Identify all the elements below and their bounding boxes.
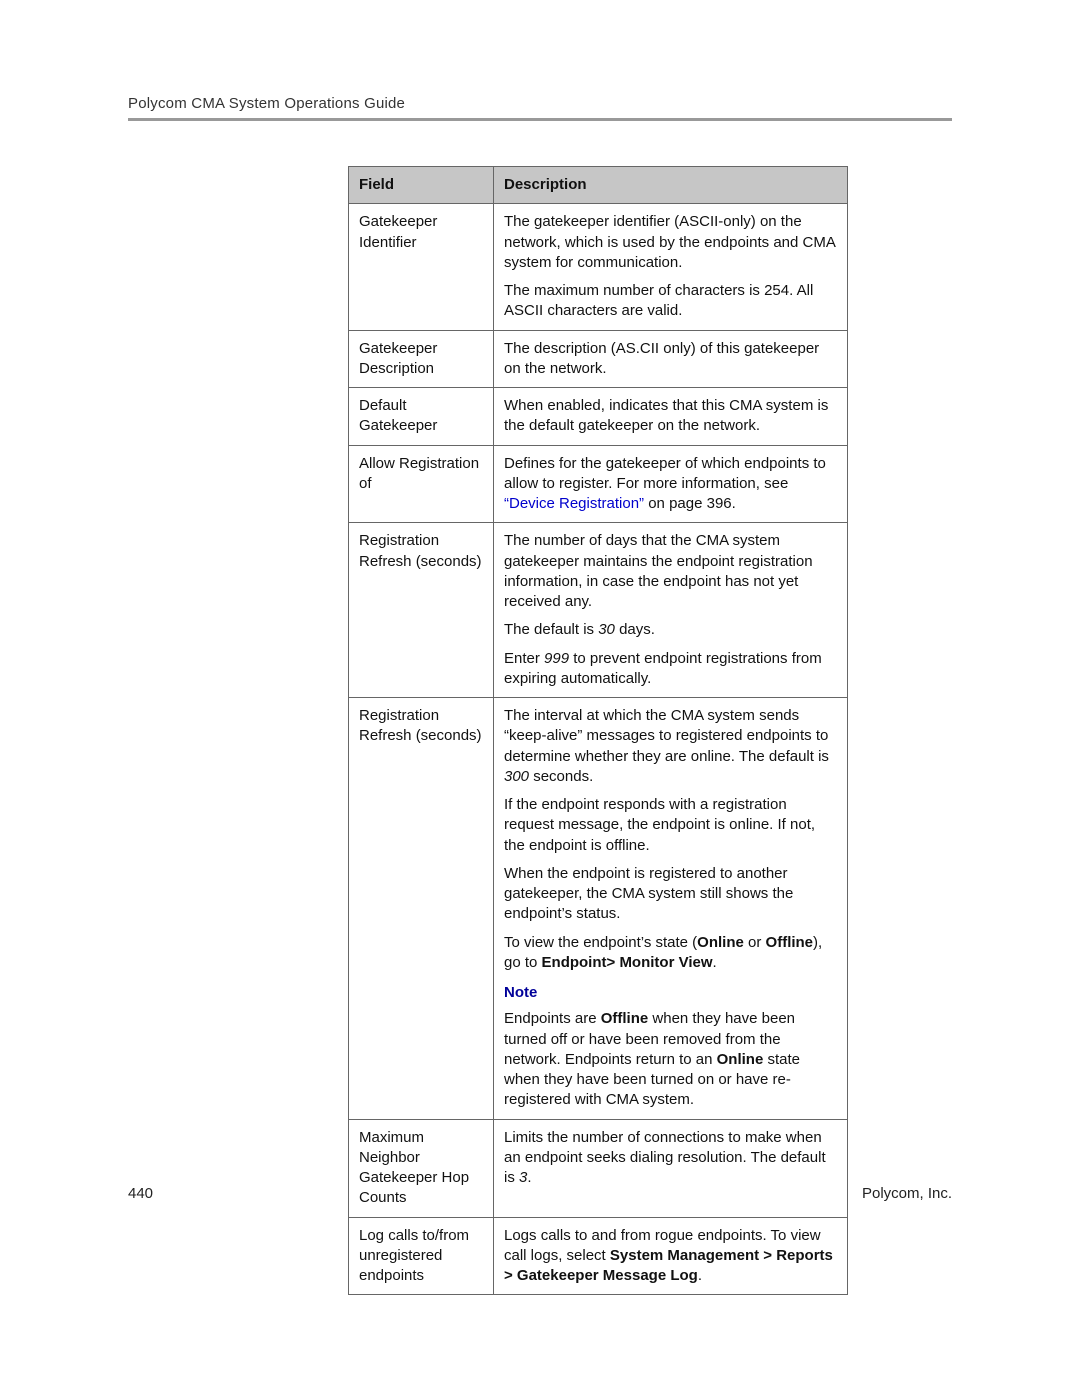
desc-paragraph: Enter 999 to prevent endpoint registrati… (504, 649, 837, 690)
cross-ref-link[interactable]: “Device Registration” (504, 495, 644, 512)
note-label: Note (504, 983, 837, 1003)
th-description: Description (494, 167, 848, 204)
desc-paragraph: To view the endpoint’s state (Online or … (504, 933, 837, 974)
table-row: Log calls to/from unregistered endpoints… (349, 1217, 848, 1295)
italic-value: 999 (544, 650, 569, 667)
desc-paragraph: Defines for the gatekeeper of which endp… (504, 454, 837, 515)
desc-paragraph: The interval at which the CMA system sen… (504, 706, 837, 787)
footer-company: Polycom, Inc. (862, 1185, 952, 1202)
bold-text: Offline (766, 934, 814, 951)
description-cell: The gatekeeper identifier (ASCII-only) o… (494, 204, 848, 330)
page-header-title: Polycom CMA System Operations Guide (128, 95, 952, 112)
desc-paragraph: The gatekeeper identifier (ASCII-only) o… (504, 212, 837, 273)
field-cell: Registration Refresh (seconds) (349, 698, 494, 1120)
field-cell: Registration Refresh (seconds) (349, 523, 494, 698)
desc-paragraph: When enabled, indicates that this CMA sy… (504, 396, 837, 437)
desc-paragraph: If the endpoint responds with a registra… (504, 795, 837, 856)
desc-paragraph: Endpoints are Offline when they have bee… (504, 1009, 837, 1110)
bold-text: Offline (601, 1010, 649, 1027)
field-cell: Log calls to/from unregistered endpoints (349, 1217, 494, 1295)
italic-value: 3 (519, 1169, 527, 1186)
field-cell: Maximum Neighbor Gatekeeper Hop Counts (349, 1119, 494, 1217)
description-cell: The description (AS.CII only) of this ga… (494, 330, 848, 388)
table-row: Default GatekeeperWhen enabled, indicate… (349, 388, 848, 446)
field-cell: Allow Registration of (349, 445, 494, 523)
page-number: 440 (128, 1185, 153, 1202)
description-cell: Logs calls to and from rogue endpoints. … (494, 1217, 848, 1295)
desc-paragraph: Limits the number of connections to make… (504, 1128, 837, 1189)
desc-paragraph: The default is 30 days. (504, 620, 837, 640)
fields-table: Field Description Gatekeeper IdentifierT… (348, 166, 848, 1295)
table-row: Maximum Neighbor Gatekeeper Hop CountsLi… (349, 1119, 848, 1217)
header-rule (128, 118, 952, 121)
field-cell: Default Gatekeeper (349, 388, 494, 446)
desc-paragraph: Logs calls to and from rogue endpoints. … (504, 1226, 837, 1287)
field-cell: Gatekeeper Description (349, 330, 494, 388)
description-cell: The number of days that the CMA system g… (494, 523, 848, 698)
description-cell: Limits the number of connections to make… (494, 1119, 848, 1217)
bold-text: System Management > Reports > Gatekeeper… (504, 1247, 833, 1284)
table-row: Registration Refresh (seconds)The interv… (349, 698, 848, 1120)
bold-text: Online (717, 1051, 764, 1068)
th-field: Field (349, 167, 494, 204)
italic-value: 30 (598, 621, 615, 638)
table-row: Gatekeeper DescriptionThe description (A… (349, 330, 848, 388)
desc-paragraph: When the endpoint is registered to anoth… (504, 864, 837, 925)
desc-paragraph: The description (AS.CII only) of this ga… (504, 339, 837, 380)
table-row: Registration Refresh (seconds)The number… (349, 523, 848, 698)
description-cell: Defines for the gatekeeper of which endp… (494, 445, 848, 523)
table-row: Gatekeeper IdentifierThe gatekeeper iden… (349, 204, 848, 330)
desc-paragraph: The maximum number of characters is 254.… (504, 281, 837, 322)
bold-text: Endpoint> Monitor View (542, 954, 713, 971)
table-row: Allow Registration ofDefines for the gat… (349, 445, 848, 523)
italic-value: 300 (504, 768, 529, 785)
field-cell: Gatekeeper Identifier (349, 204, 494, 330)
bold-text: Online (697, 934, 744, 951)
description-cell: The interval at which the CMA system sen… (494, 698, 848, 1120)
description-cell: When enabled, indicates that this CMA sy… (494, 388, 848, 446)
desc-paragraph: The number of days that the CMA system g… (504, 531, 837, 612)
